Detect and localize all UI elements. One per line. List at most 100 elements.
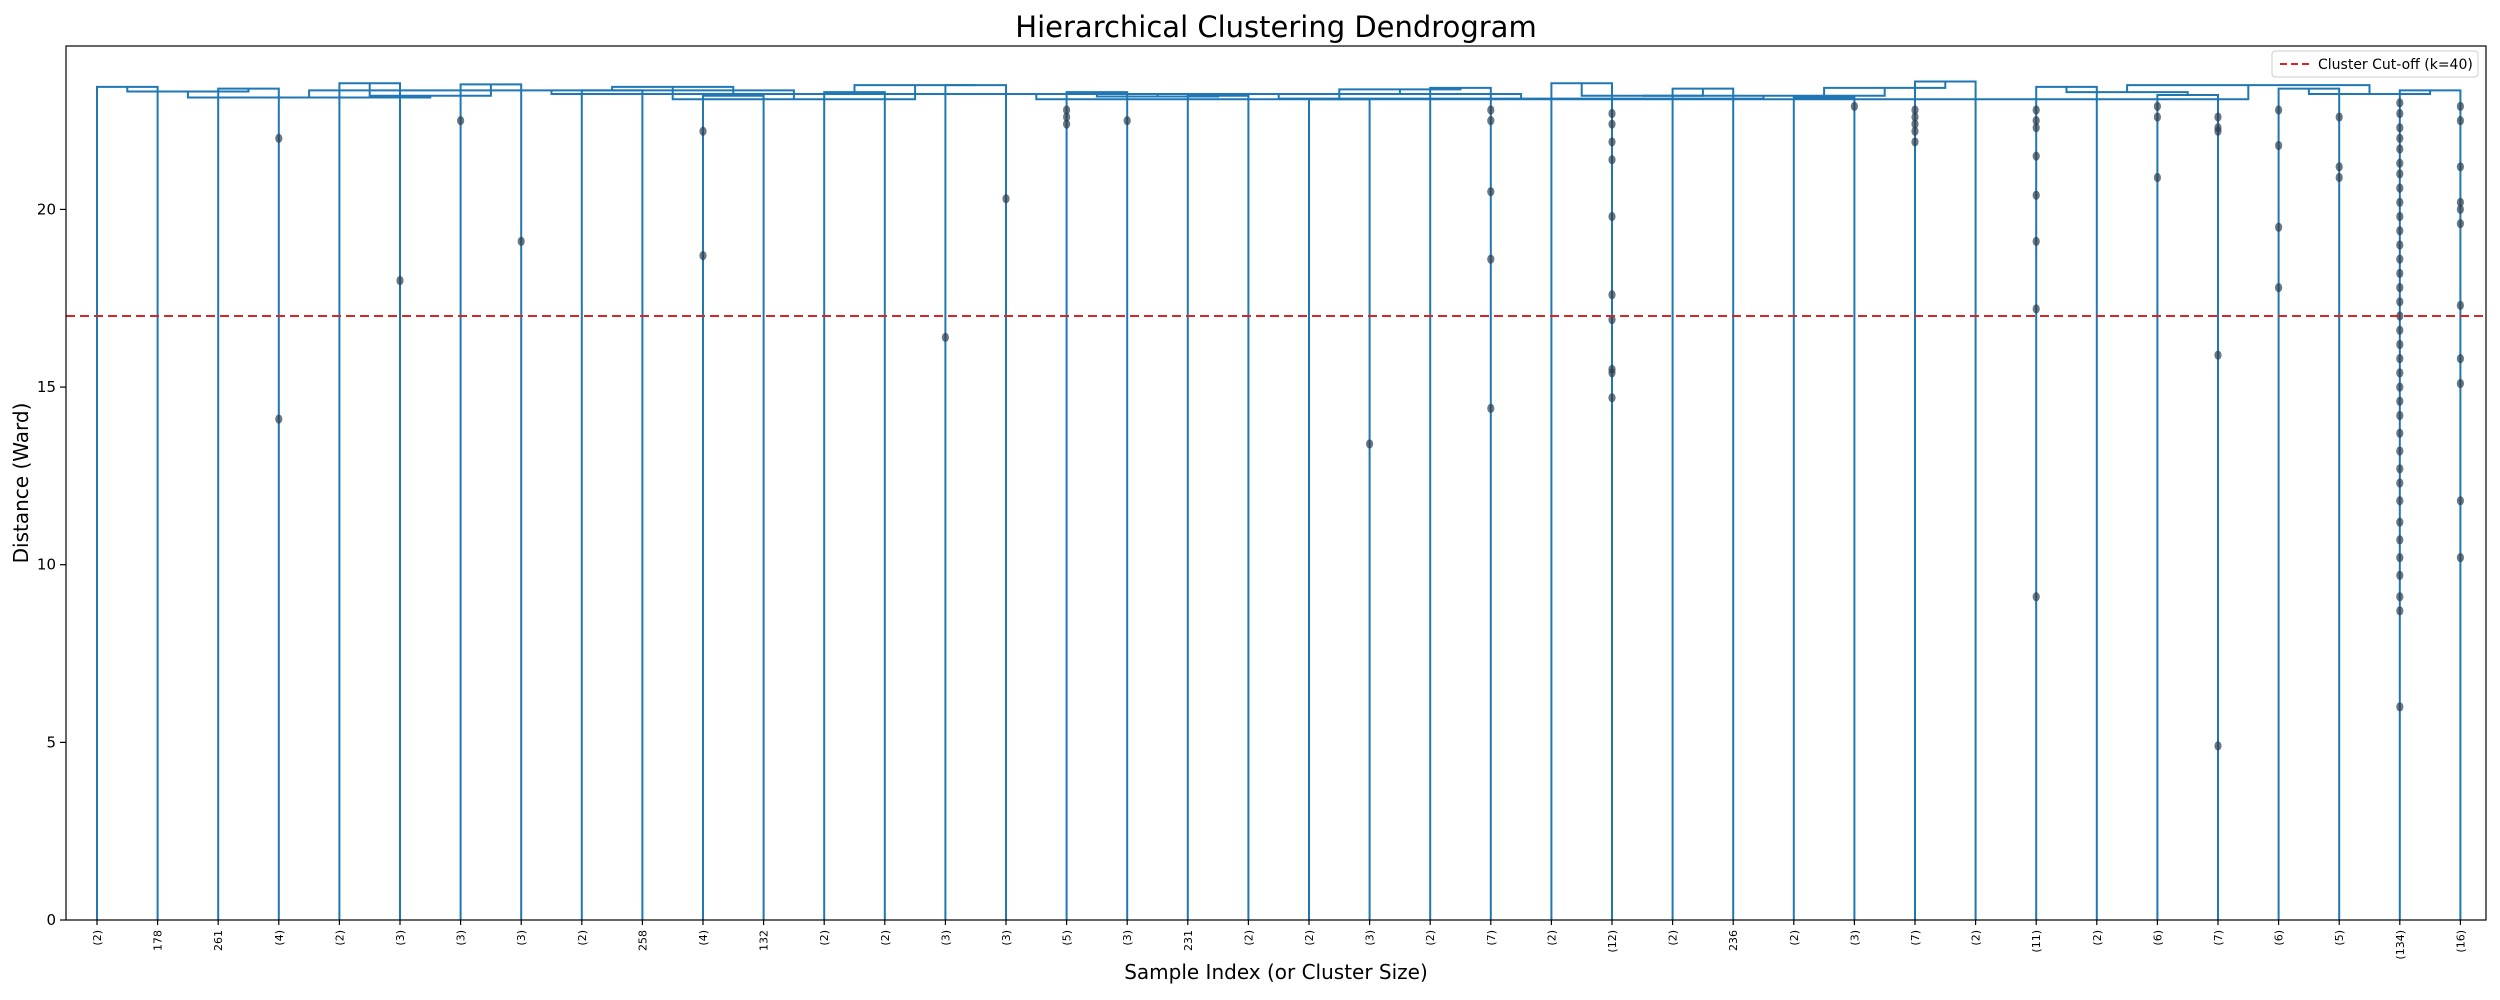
leaf-point [2396, 702, 2404, 712]
leaf-point [1063, 119, 1071, 129]
leaf-point [2335, 162, 2343, 172]
x-tick-label: (2) [91, 930, 104, 946]
leaf-point [2275, 222, 2283, 232]
leaf-points [275, 98, 2464, 751]
leaf-point [2396, 169, 2404, 179]
leaf-point [517, 236, 525, 247]
leaf-point [1911, 137, 1919, 147]
x-tick-label: (5) [1061, 930, 1074, 946]
leaf-point [2153, 112, 2161, 122]
leaf-point [2396, 496, 2404, 506]
leaf-point [1850, 101, 1858, 111]
leaf-point [2456, 219, 2464, 229]
leaf-point [1487, 116, 1495, 126]
legend-cutoff-label: Cluster Cut-off (k=40) [2318, 57, 2473, 73]
x-tick-label: (134) [2394, 930, 2407, 960]
leaf-point [2396, 158, 2404, 168]
x-tick-label: (4) [697, 930, 710, 946]
leaf-point [2396, 144, 2404, 154]
legend-box [2271, 50, 2479, 78]
leaf-point [275, 414, 283, 424]
leaf-point [2396, 183, 2404, 193]
leaf-point [2456, 354, 2464, 364]
dendrogram-link [459, 83, 523, 920]
x-tick-label: (2) [1242, 930, 1255, 946]
x-tick-label: (6) [2273, 930, 2286, 946]
x-tick-label: (16) [2454, 930, 2467, 953]
leaf-point [2335, 112, 2343, 122]
leaf-point [2396, 606, 2404, 616]
y-axis: 0 5 10 15 20 [37, 200, 66, 929]
leaf-point [2456, 496, 2464, 506]
leaf-point [2214, 112, 2222, 122]
y-tick-label: 5 [46, 733, 56, 751]
x-tick-label: (3) [1000, 930, 1013, 946]
leaf-point [1608, 108, 1616, 119]
y-tick-label: 10 [37, 556, 56, 574]
dendrogram-link [2035, 85, 2098, 920]
x-tick-label: 178 [152, 930, 165, 951]
x-tick-label: 236 [1727, 930, 1740, 951]
x-tick-label: (6) [2151, 930, 2164, 946]
x-tick-label: 261 [212, 930, 225, 951]
x-tick-label: (3) [394, 930, 407, 946]
leaf-point [1487, 254, 1495, 264]
leaf-point [1123, 116, 1131, 126]
x-tick-label: 231 [1182, 930, 1195, 951]
leaf-point [275, 133, 283, 143]
leaf-point [2396, 297, 2404, 307]
dendrogram-link [550, 90, 1523, 99]
x-tick-label: 132 [758, 930, 771, 951]
leaf-point [941, 332, 950, 342]
leaf-point [1487, 403, 1495, 413]
leaf-point [2214, 741, 2222, 751]
x-tick-label: (2) [1303, 930, 1316, 946]
leaf-point [2456, 162, 2464, 172]
leaf-point [457, 116, 465, 126]
x-tick-label: 258 [636, 930, 649, 951]
leaf-point [2396, 396, 2404, 406]
x-tick-label: (3) [1848, 930, 1861, 946]
plot-frame [65, 45, 2487, 921]
leaf-point [2396, 226, 2404, 236]
leaf-point [2153, 101, 2161, 111]
x-tick-label: (7) [1485, 930, 1498, 946]
leaf-point [1608, 211, 1616, 222]
leaf-point [1911, 126, 1919, 136]
leaf-point [1911, 105, 1919, 115]
leaf-point [2396, 535, 2404, 545]
leaf-point [1002, 194, 1010, 204]
x-tick-label: (2) [1970, 930, 1983, 946]
leaf-point [1608, 290, 1616, 300]
y-axis-label: Distance (Ward) [9, 403, 33, 564]
leaf-point [2032, 304, 2040, 314]
leaf-point [2032, 151, 2040, 161]
dendrogram-link [2065, 86, 2189, 96]
x-tick-label: (3) [939, 930, 952, 946]
leaf-point [2335, 172, 2343, 183]
leaf-point [2396, 325, 2404, 335]
leaf-point [2396, 517, 2404, 527]
x-tick-label: (2) [1424, 930, 1437, 946]
leaf-point [2456, 553, 2464, 563]
dendrogram-link [217, 87, 280, 920]
leaf-point [2456, 116, 2464, 126]
leaf-point [1608, 137, 1616, 147]
leaf-point [2032, 105, 2040, 115]
leaf-point [2032, 592, 2040, 602]
x-tick-label: (2) [818, 930, 831, 946]
leaf-point [1063, 105, 1071, 115]
leaf-point [1911, 112, 1919, 122]
leaf-point [1608, 314, 1616, 325]
leaf-point [2456, 204, 2464, 215]
x-tick-label: (2) [2091, 930, 2104, 946]
dendrogram-link [96, 85, 159, 920]
leaf-point [2456, 101, 2464, 111]
leaf-point [2396, 197, 2404, 207]
leaf-point [1608, 393, 1616, 403]
x-tick-label: (3) [455, 930, 468, 946]
y-tick-label: 20 [37, 200, 56, 218]
leaf-point [2396, 410, 2404, 421]
leaf-point [2396, 311, 2404, 321]
leaf-point [1487, 187, 1495, 197]
